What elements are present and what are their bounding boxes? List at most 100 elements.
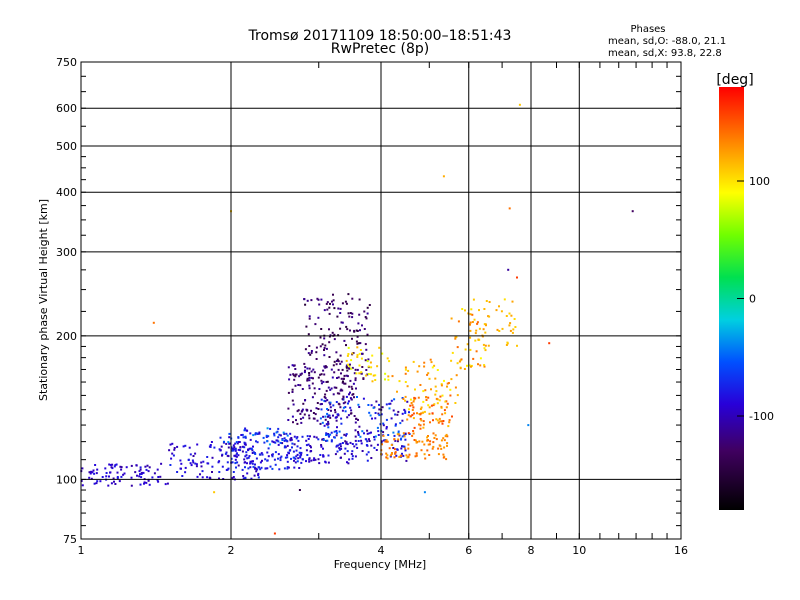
data-point bbox=[373, 436, 376, 438]
data-point bbox=[206, 462, 209, 465]
data-point bbox=[321, 438, 324, 441]
data-point bbox=[244, 455, 247, 458]
data-point bbox=[367, 358, 370, 361]
data-point bbox=[266, 440, 269, 443]
data-point bbox=[378, 414, 381, 417]
data-point bbox=[247, 448, 249, 451]
data-point bbox=[340, 422, 343, 425]
data-point bbox=[225, 442, 228, 445]
data-point bbox=[403, 408, 406, 411]
data-point bbox=[394, 452, 397, 455]
data-point bbox=[334, 411, 337, 414]
data-point bbox=[516, 344, 518, 347]
data-point bbox=[335, 430, 338, 432]
data-point bbox=[419, 427, 422, 430]
data-point bbox=[308, 387, 311, 390]
data-point bbox=[308, 460, 311, 463]
data-point bbox=[336, 315, 339, 318]
data-point bbox=[382, 422, 385, 425]
data-point bbox=[291, 391, 294, 393]
data-point bbox=[466, 343, 469, 346]
data-point bbox=[387, 434, 390, 436]
data-point bbox=[265, 435, 268, 438]
data-point bbox=[422, 390, 425, 393]
data-point bbox=[120, 466, 123, 469]
data-point bbox=[286, 456, 289, 459]
data-point bbox=[356, 335, 359, 338]
data-point bbox=[356, 354, 359, 357]
data-point bbox=[313, 457, 316, 460]
data-point bbox=[341, 381, 344, 384]
data-point bbox=[351, 352, 354, 355]
data-point bbox=[164, 483, 167, 486]
data-point bbox=[322, 447, 324, 450]
data-point bbox=[330, 387, 333, 390]
data-point bbox=[366, 373, 369, 376]
data-point bbox=[411, 409, 414, 411]
data-point bbox=[330, 440, 333, 443]
data-point bbox=[319, 422, 322, 425]
data-point bbox=[357, 431, 359, 433]
data-point bbox=[256, 441, 259, 444]
data-point bbox=[235, 455, 238, 458]
data-point bbox=[428, 406, 431, 409]
data-point bbox=[335, 419, 338, 422]
data-point bbox=[355, 387, 357, 390]
data-point bbox=[322, 454, 325, 457]
data-point bbox=[324, 366, 327, 369]
x-axis-label: Frequency [MHz] bbox=[334, 558, 426, 571]
data-point bbox=[312, 412, 315, 414]
data-point bbox=[469, 348, 472, 351]
data-point bbox=[457, 320, 460, 323]
data-point bbox=[307, 438, 310, 440]
data-point bbox=[345, 302, 348, 305]
data-point bbox=[381, 406, 384, 409]
data-point bbox=[484, 344, 487, 347]
data-point bbox=[338, 430, 341, 433]
data-point bbox=[387, 375, 390, 378]
data-point bbox=[296, 436, 299, 439]
phase-stats-o: mean, sd,O: -88.0, 21.1 bbox=[608, 36, 726, 47]
data-point bbox=[357, 432, 360, 435]
data-point bbox=[387, 378, 390, 381]
colorbar-tick-label: 100 bbox=[749, 175, 770, 188]
data-point bbox=[458, 360, 461, 363]
data-point bbox=[413, 398, 416, 401]
data-point bbox=[437, 447, 440, 450]
data-point bbox=[347, 414, 350, 417]
data-point bbox=[426, 436, 429, 439]
data-point bbox=[139, 466, 142, 469]
data-point bbox=[191, 459, 194, 462]
data-point bbox=[176, 445, 179, 448]
data-point bbox=[295, 449, 298, 452]
data-point bbox=[271, 453, 274, 456]
data-point bbox=[170, 457, 173, 460]
data-point bbox=[218, 460, 221, 463]
data-point bbox=[432, 419, 434, 422]
data-point bbox=[419, 408, 422, 410]
data-point bbox=[308, 372, 311, 374]
data-point bbox=[313, 371, 316, 374]
data-point bbox=[464, 348, 467, 351]
data-point bbox=[246, 462, 248, 465]
data-point bbox=[378, 346, 381, 349]
data-point bbox=[548, 342, 551, 345]
data-point bbox=[278, 468, 281, 471]
data-point bbox=[323, 424, 326, 427]
data-point bbox=[404, 447, 407, 450]
data-point bbox=[372, 374, 375, 377]
data-point bbox=[403, 435, 406, 438]
data-point bbox=[362, 397, 365, 400]
data-point bbox=[237, 436, 240, 439]
data-point bbox=[385, 439, 388, 442]
data-point bbox=[169, 443, 172, 446]
data-point bbox=[324, 418, 327, 421]
data-point bbox=[370, 444, 373, 447]
data-point bbox=[289, 373, 292, 376]
data-point bbox=[318, 462, 321, 465]
data-point bbox=[229, 442, 232, 445]
data-point bbox=[350, 453, 353, 455]
data-point bbox=[310, 351, 313, 354]
data-point bbox=[356, 330, 359, 332]
